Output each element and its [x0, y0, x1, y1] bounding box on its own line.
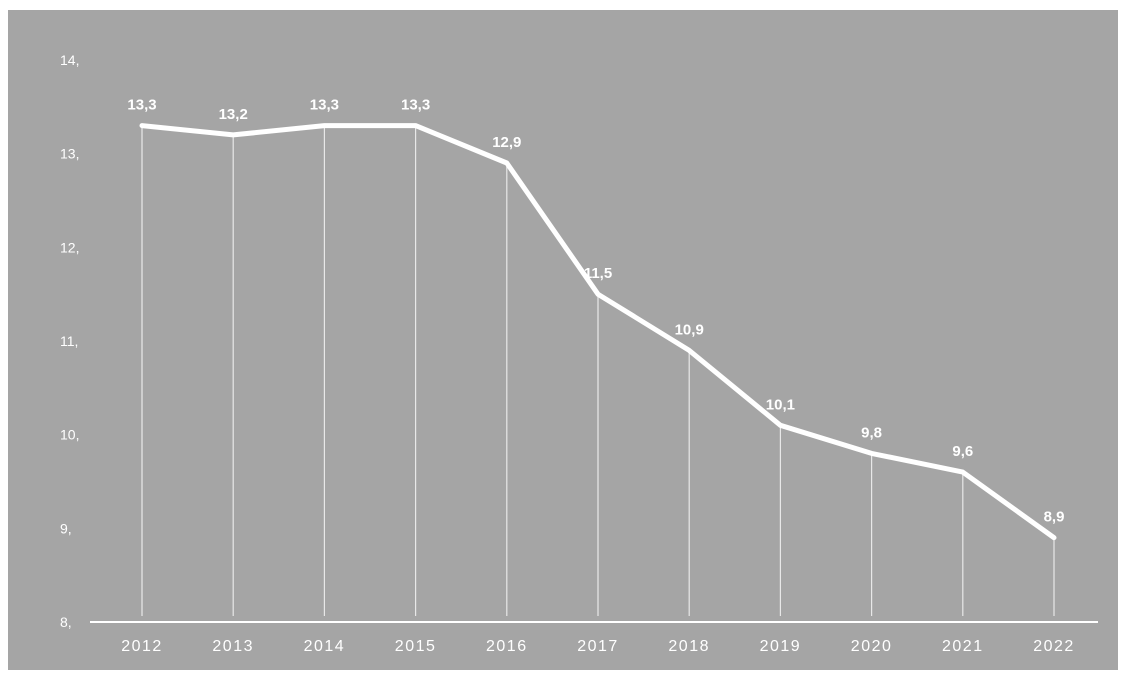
y-tick-label: 14, [60, 52, 79, 68]
y-axis-ticks: 8, 9, 10, 11, 12, 13, 14, [60, 52, 79, 630]
x-tick-label: 2018 [668, 638, 710, 655]
x-axis-ticks: 2012 2013 2014 2015 2016 2017 2018 2019 2020 2021… [121, 638, 1075, 655]
data-label: 13,3 [401, 97, 430, 114]
x-tick-label: 2020 [851, 638, 893, 655]
x-tick-label: 2019 [760, 638, 802, 655]
x-tick-label: 2017 [577, 638, 619, 655]
x-tick-label: 2015 [395, 638, 437, 655]
y-tick-label: 10, [60, 427, 79, 443]
series-line [139, 123, 1057, 541]
data-label: 9,6 [952, 443, 973, 460]
data-label: 11,5 [584, 265, 612, 282]
x-tick-label: 2013 [212, 638, 254, 655]
x-tick-label: 2014 [304, 638, 346, 655]
y-tick-label: 8, [60, 614, 72, 630]
chart-area: 8, 9, 10, 11, 12, 13, 14, 13,3 13,2 13,3 13,3 12,9… [8, 10, 1118, 670]
line-chart: 8, 9, 10, 11, 12, 13, 14, 13,3 13,2 13,3 13,3 12,9… [60, 52, 1098, 655]
x-tick-label: 2016 [486, 638, 528, 655]
data-label: 9,8 [861, 424, 882, 441]
y-tick-label: 13, [60, 146, 79, 162]
data-label: 13,3 [127, 97, 156, 114]
data-label: 8,9 [1044, 509, 1065, 526]
y-tick-label: 12, [60, 239, 79, 255]
y-tick-label: 11, [60, 333, 78, 349]
x-tick-label: 2012 [121, 638, 163, 655]
x-tick-label: 2022 [1033, 638, 1075, 655]
drop-lines [141, 125, 1055, 616]
data-label: 10,1 [766, 396, 795, 413]
data-label: 13,3 [310, 97, 339, 114]
data-label: 12,9 [492, 134, 521, 151]
y-tick-label: 9, [60, 520, 72, 536]
data-label: 13,2 [219, 106, 248, 123]
x-tick-label: 2021 [942, 638, 984, 655]
data-labels: 13,3 13,2 13,3 13,3 12,9 11,5 10,9 10,1 9,8 9,6 8,… [127, 97, 1064, 526]
data-label: 10,9 [675, 321, 704, 338]
